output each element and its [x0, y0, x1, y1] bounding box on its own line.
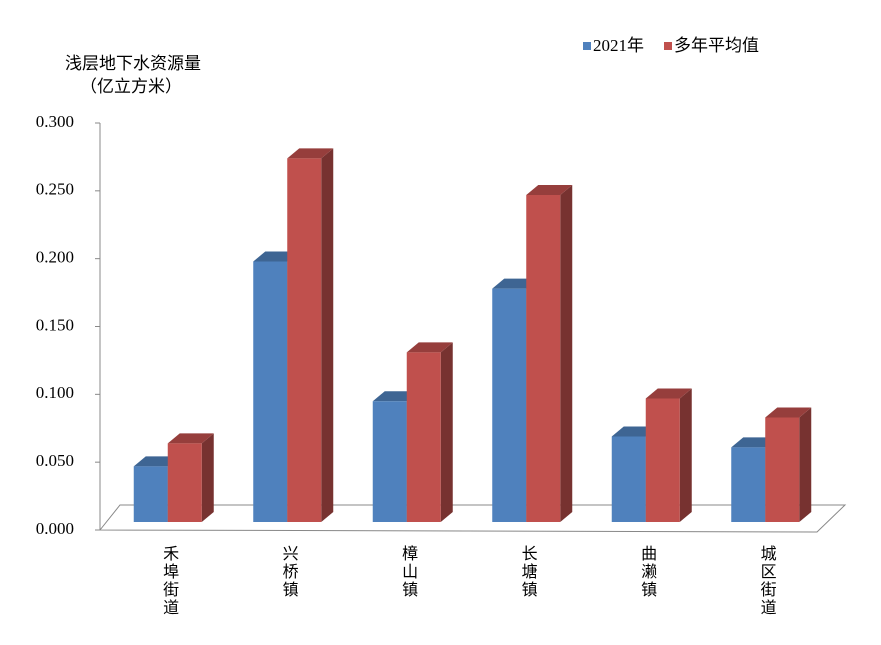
bar-face: [167, 433, 214, 444]
bar-face: [321, 148, 334, 522]
bar-face: [526, 185, 573, 196]
bar-face: [765, 407, 812, 418]
x-tick-label: 曲濑镇: [638, 545, 657, 599]
y-tick-label: 0.250: [36, 180, 74, 199]
x-tick-label: 长塘镇: [519, 545, 538, 599]
bar-face: [133, 466, 168, 522]
y-tick-label: 0.300: [36, 112, 74, 131]
y-axis-unit: （亿立方米）: [80, 77, 182, 96]
bar-face: [492, 288, 527, 522]
bar: [526, 185, 573, 522]
bar: [406, 342, 453, 522]
bar-face: [679, 388, 692, 522]
legend-label: 2021年: [593, 36, 644, 55]
bar-face: [611, 436, 646, 522]
y-tick-label: 0.100: [36, 383, 74, 402]
bar-face: [645, 388, 692, 399]
bar: [765, 407, 812, 522]
y-tick-label: 0.150: [36, 315, 74, 334]
bar-face: [372, 401, 407, 522]
bar-face: [765, 417, 800, 522]
x-tick-label: 城区街道: [758, 545, 777, 617]
x-tick-label: 禾埠街道: [160, 545, 179, 617]
bar: [645, 388, 692, 522]
x-tick-label: 兴桥镇: [280, 545, 299, 599]
bar: [167, 433, 214, 522]
legend-swatch: [664, 42, 672, 50]
x-tick-label: 樟山镇: [399, 545, 418, 599]
bar-face: [526, 195, 561, 522]
bar-face: [731, 447, 766, 522]
bar-face: [406, 342, 453, 353]
bar-face: [287, 158, 322, 522]
legend-swatch: [583, 42, 591, 50]
bar-face: [287, 148, 334, 159]
y-tick-label: 0.200: [36, 248, 74, 267]
bar-face: [645, 398, 680, 522]
bar-face: [406, 352, 441, 522]
y-tick-label: 0.000: [36, 519, 74, 538]
bar: [287, 148, 334, 522]
bar-face: [440, 342, 453, 522]
bar-face: [167, 443, 202, 522]
y-tick-label: 0.050: [36, 451, 74, 470]
y-axis-title: 浅层地下水资源量: [65, 54, 201, 73]
bar-face: [201, 433, 214, 522]
bar-face: [799, 407, 812, 522]
floor: [98, 504, 847, 533]
bar-face: [560, 185, 573, 522]
bar-face: [253, 261, 288, 522]
legend-label: 多年平均值: [674, 36, 759, 55]
